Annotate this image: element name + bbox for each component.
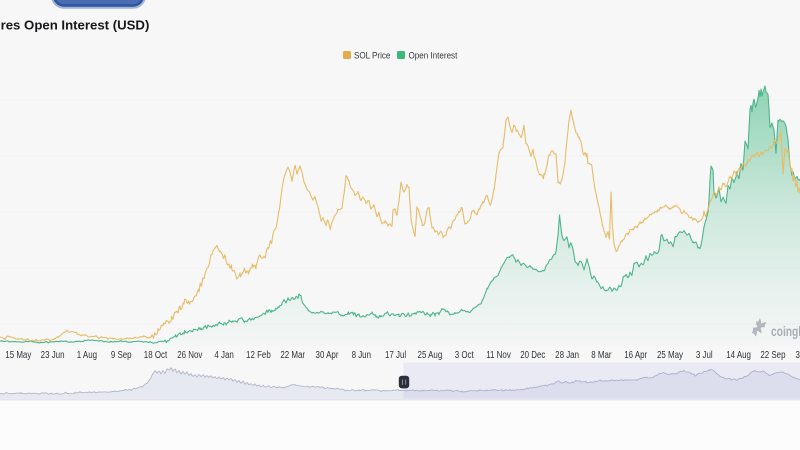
svg-text:22 Mar: 22 Mar (280, 349, 305, 360)
svg-text:9 Sep: 9 Sep (111, 349, 132, 360)
svg-text:16 Apr: 16 Apr (624, 349, 647, 360)
svg-text:Open Interest: Open Interest (409, 50, 458, 61)
svg-text:3 Jul: 3 Jul (696, 349, 713, 360)
svg-text:22 Sep: 22 Sep (760, 349, 785, 360)
svg-text:SOL Futures Open Interest (USD: SOL Futures Open Interest (USD) (0, 18, 149, 33)
svg-text:coinglass: coinglass (771, 324, 800, 340)
svg-text:17 Jul: 17 Jul (385, 349, 406, 360)
svg-text:28 Jan: 28 Jan (555, 349, 579, 360)
svg-text:25 May: 25 May (657, 349, 683, 360)
svg-text:26 Nov: 26 Nov (177, 349, 203, 360)
svg-text:12 Feb: 12 Feb (246, 349, 271, 360)
svg-text:25 Aug: 25 Aug (418, 349, 443, 360)
svg-text:8 Jun: 8 Jun (352, 349, 371, 360)
svg-text:3 Oct: 3 Oct (455, 349, 474, 360)
svg-text:14 Aug: 14 Aug (726, 349, 751, 360)
svg-text:30 Apr: 30 Apr (316, 349, 339, 360)
svg-text:11 Nov: 11 Nov (486, 349, 511, 360)
svg-text:4 Jan: 4 Jan (214, 349, 233, 360)
svg-text:31 Oct: 31 Oct (796, 349, 800, 360)
svg-text:15 May: 15 May (5, 349, 31, 360)
svg-text:1 Aug: 1 Aug (77, 349, 97, 360)
svg-text:SOL Price: SOL Price (354, 50, 391, 61)
svg-text:20 Dec: 20 Dec (520, 349, 546, 360)
svg-text:18 Oct: 18 Oct (144, 349, 168, 360)
svg-text:23 Jun: 23 Jun (41, 349, 65, 360)
svg-text:8 Mar: 8 Mar (591, 349, 611, 360)
